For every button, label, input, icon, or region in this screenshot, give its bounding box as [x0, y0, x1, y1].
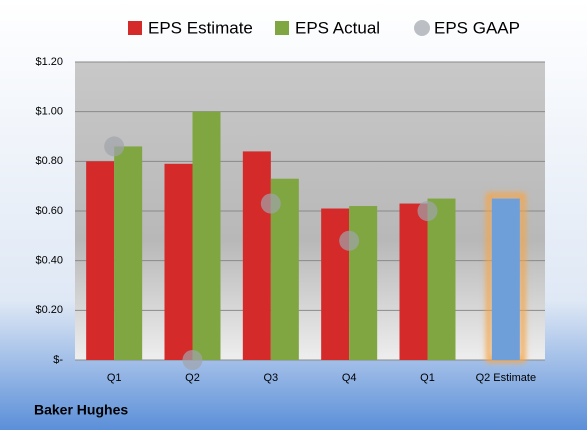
y-tick-label: $0.60 — [35, 205, 63, 217]
bar — [164, 163, 193, 360]
legend-label: EPS Estimate — [148, 18, 253, 37]
bar — [86, 161, 115, 360]
y-tick-label: $0.20 — [35, 304, 63, 316]
footer: Baker Hughes — [34, 402, 128, 418]
bar — [349, 206, 378, 360]
bar — [321, 208, 350, 360]
bar — [242, 151, 271, 360]
legend-marker — [128, 21, 142, 35]
gaap-point — [260, 193, 281, 214]
x-tick-label: Q1 — [420, 372, 435, 384]
y-tick-label: $0.80 — [35, 155, 63, 167]
y-tick-label: $1.20 — [35, 56, 63, 68]
gaap-point — [104, 136, 125, 157]
bar — [399, 203, 428, 360]
x-tick-label: Q3 — [263, 372, 278, 384]
bar — [192, 111, 221, 361]
y-tick-label: $1.00 — [35, 106, 63, 118]
legend-label: EPS GAAP — [434, 18, 520, 37]
gaap-point — [339, 230, 360, 251]
bar — [491, 198, 520, 360]
x-tick-label: Q4 — [342, 372, 357, 384]
bar — [427, 198, 456, 360]
legend-marker — [275, 21, 289, 35]
y-tick-label: $0.40 — [35, 255, 63, 267]
legend-marker — [414, 20, 430, 36]
x-tick-label: Q1 — [107, 372, 122, 384]
bar — [114, 146, 143, 360]
gaap-point — [182, 350, 203, 370]
y-tick-label: $- — [53, 354, 63, 366]
legend-label: EPS Actual — [295, 18, 380, 37]
x-tick-label: Q2 — [185, 372, 200, 384]
gaap-point — [417, 201, 438, 221]
x-tick-label: Q2 Estimate — [476, 372, 537, 384]
